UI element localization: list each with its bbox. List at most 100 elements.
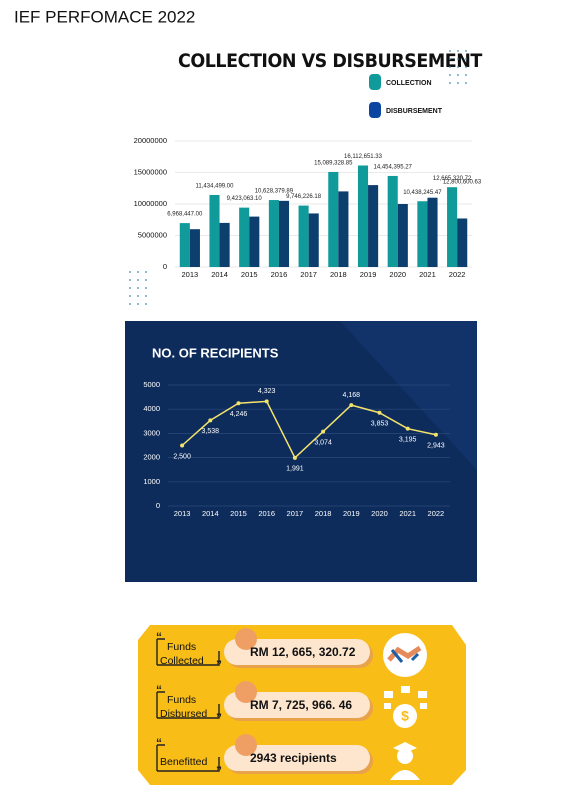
bar — [417, 201, 428, 267]
bar — [249, 216, 260, 267]
label-bracket — [156, 638, 220, 666]
chart-title: NO. OF RECIPIENTS — [152, 345, 279, 360]
y-tick-label: 10000000 — [134, 199, 167, 208]
point — [292, 455, 297, 460]
y-tick-label: 1000 — [143, 477, 160, 486]
pill — [224, 745, 370, 771]
x-tick-label: 2014 — [211, 270, 228, 279]
panel-shade — [340, 321, 477, 470]
x-tick-label: 2021 — [399, 509, 416, 518]
bar — [447, 187, 458, 267]
pill-dot — [235, 681, 257, 703]
annotation: 12,800,600.63 — [443, 180, 482, 186]
point — [433, 432, 438, 437]
svg-text:$: $ — [401, 708, 409, 724]
y-tick-label: 20000000 — [134, 136, 167, 145]
legend-label: COLLECTION — [386, 80, 432, 87]
data-label: 12,665,320.72 — [433, 176, 472, 182]
chart-title: COLLECTION VS DISBURSEMENT — [178, 51, 483, 73]
x-tick-label: 2019 — [343, 509, 360, 518]
quote-mark: ” — [216, 764, 222, 778]
bar — [457, 218, 468, 267]
quote-mark: ” — [216, 711, 222, 725]
icon: $ — [383, 633, 427, 780]
pill-dot — [235, 734, 257, 756]
bar — [298, 205, 309, 267]
y-tick-label: 15000000 — [134, 167, 167, 176]
row-label: Benefitted — [160, 756, 207, 768]
data-label: 4,323 — [258, 388, 276, 395]
y-tick-label: 4000 — [143, 404, 160, 413]
point — [208, 418, 213, 423]
data-label: 10,438,245.47 — [403, 190, 442, 196]
quote-mark: “ — [156, 630, 162, 644]
x-tick-label: 2014 — [202, 509, 219, 518]
x-tick-label: 2020 — [371, 509, 388, 518]
line — [181, 400, 437, 460]
row-value: 2943 recipients — [250, 751, 337, 765]
dot-decoration — [129, 50, 467, 305]
bar — [397, 204, 408, 267]
data-label: 2,500 — [173, 453, 191, 460]
x-tick-label: 2013 — [182, 270, 199, 279]
y-tick-label: 5000000 — [138, 230, 167, 239]
data-label: 16,112,651.33 — [344, 154, 383, 160]
bar — [368, 185, 379, 267]
bar — [328, 171, 339, 267]
data-label: 10,628,379.89 — [255, 189, 294, 195]
y-tick-label: 2000 — [143, 453, 160, 462]
y-tick-label: 3000 — [143, 428, 160, 437]
x-tick-label: 2019 — [360, 270, 377, 279]
bar — [278, 200, 290, 267]
x-tick-label: 2020 — [389, 270, 406, 279]
data-label: 3,074 — [314, 439, 332, 446]
data-label: 1,991 — [286, 466, 304, 473]
point — [236, 401, 241, 406]
data-label: 9,746,226.18 — [286, 194, 322, 200]
point — [349, 403, 354, 408]
point — [377, 410, 382, 415]
y-tick-label: 5000 — [143, 380, 160, 389]
bar — [427, 197, 438, 267]
x-tick-label: 2013 — [174, 509, 191, 518]
data-label: 4,246 — [230, 411, 248, 418]
bar — [338, 191, 349, 267]
data-label: 14,454,395.27 — [374, 165, 413, 171]
bar — [189, 229, 200, 267]
x-tick-label: 2015 — [230, 509, 247, 518]
point — [264, 399, 269, 404]
bar — [239, 207, 250, 267]
pill — [224, 692, 370, 718]
x-tick-label: 2018 — [315, 509, 332, 518]
bar — [219, 222, 230, 267]
quote-mark: “ — [156, 683, 162, 697]
data-label: 9,423,063.10 — [227, 196, 263, 202]
legend-swatch — [369, 102, 381, 118]
row-value: RM 12, 665, 320.72 — [250, 645, 356, 659]
x-tick-label: 2017 — [287, 509, 304, 518]
quote-mark: ” — [216, 658, 222, 672]
bar — [387, 175, 398, 267]
y-tick-label: 0 — [156, 501, 160, 510]
row-value: RM 7, 725, 966. 46 — [250, 698, 352, 712]
data-label: 3,195 — [399, 437, 417, 444]
pill — [224, 639, 370, 665]
bar — [357, 165, 369, 267]
y-tick-label: 0 — [163, 262, 167, 271]
point — [321, 429, 326, 434]
row-label: Funds Disbursed — [160, 694, 207, 720]
bar — [308, 213, 319, 267]
row-label: Funds Collected — [160, 641, 204, 667]
x-tick-label: 2016 — [271, 270, 288, 279]
bar — [179, 223, 190, 267]
data-label: 15,089,328.85 — [314, 161, 353, 167]
legend-label: DISBURSEMENT — [386, 108, 443, 115]
data-label: 3,538 — [202, 428, 220, 435]
point — [180, 443, 185, 448]
x-tick-label: 2021 — [419, 270, 436, 279]
data-label: 11,434,499.00 — [196, 184, 235, 190]
x-tick-label: 2015 — [241, 270, 258, 279]
data-label: 6,968,447.00 — [167, 212, 203, 218]
